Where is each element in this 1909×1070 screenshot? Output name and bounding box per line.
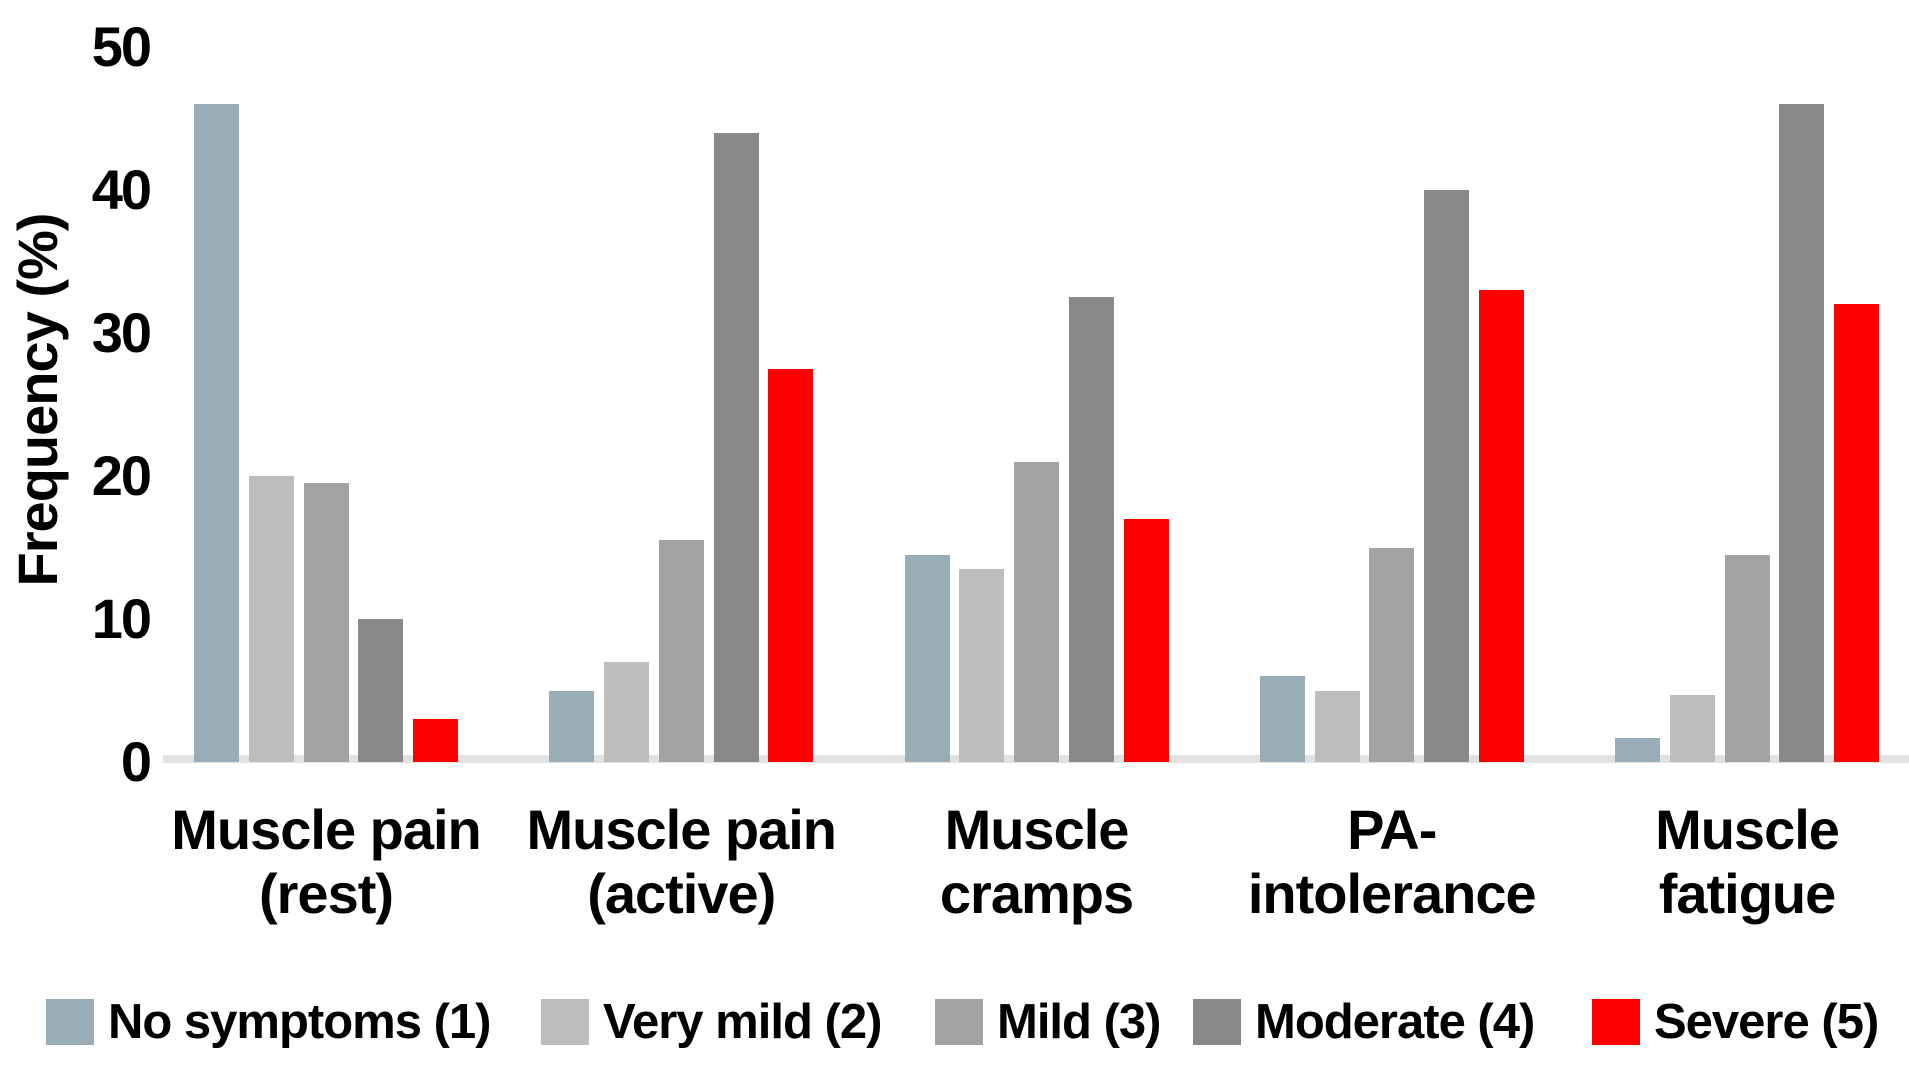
- category-label-pa-intolerance: PA- intolerance: [1247, 798, 1537, 925]
- legend-swatch-severe-5: [1592, 999, 1640, 1045]
- bar-very-mild-2-group3: [959, 568, 1005, 762]
- legend-item-moderate-4: Moderate (4): [1193, 993, 1535, 1051]
- y-tick-label-40: 40: [91, 158, 152, 221]
- bar-very-mild-2-group5: [1669, 694, 1715, 762]
- y-tick-label-10: 10: [91, 587, 152, 650]
- bar-mild-3-group3: [1014, 461, 1059, 762]
- legend-swatch-very-mild-2: [541, 999, 589, 1045]
- legend-item-severe-5: Severe (5): [1592, 993, 1879, 1051]
- category-label-muscle-pain-rest: Muscle pain (rest): [171, 798, 482, 925]
- bar-moderate-4-group3: [1068, 297, 1114, 762]
- legend-label-no-symptoms-1: No symptoms (1): [108, 995, 492, 1049]
- category-label-muscle-fatigue: Muscle fatigue: [1655, 798, 1840, 925]
- legend-label-mild-3: Mild (3): [997, 995, 1161, 1049]
- bar-mild-3-group2: [658, 540, 704, 762]
- legend-item-no-symptoms-1: No symptoms (1): [46, 993, 492, 1051]
- bar-moderate-4-group5: [1779, 104, 1825, 762]
- legend-label-very-mild-2: Very mild (2): [603, 995, 882, 1049]
- legend-item-very-mild-2: Very mild (2): [541, 993, 882, 1051]
- legend-swatch-no-symptoms-1: [46, 999, 94, 1045]
- legend-item-mild-3: Mild (3): [935, 993, 1161, 1051]
- bar-severe-5-group4: [1478, 290, 1524, 762]
- bar-mild-3-group5: [1724, 554, 1770, 762]
- bar-severe-5-group5: [1834, 304, 1879, 762]
- bar-very-mild-2-group1: [248, 476, 294, 762]
- bar-mild-3-group4: [1369, 547, 1415, 762]
- legend-label-severe-5: Severe (5): [1654, 995, 1879, 1049]
- y-tick-label-50: 50: [91, 15, 152, 78]
- category-label-muscle-pain-active: Muscle pain (active): [526, 798, 837, 925]
- bar-no-symptoms-1-group1: [194, 104, 239, 762]
- category-label-muscle-cramps: Muscle cramps: [939, 798, 1134, 925]
- legend-swatch-moderate-4: [1193, 999, 1241, 1045]
- bar-moderate-4-group1: [358, 619, 404, 762]
- legend-swatch-mild-3: [935, 999, 983, 1045]
- y-tick-label-20: 20: [91, 444, 152, 507]
- bar-moderate-4-group2: [713, 132, 759, 762]
- bar-severe-5-group1: [413, 719, 458, 762]
- bar-severe-5-group2: [768, 368, 814, 762]
- legend-label-moderate-4: Moderate (4): [1255, 995, 1535, 1049]
- bar-mild-3-group1: [303, 483, 349, 762]
- bar-very-mild-2-group4: [1314, 690, 1360, 762]
- bar-moderate-4-group4: [1424, 190, 1469, 762]
- bar-very-mild-2-group2: [604, 661, 649, 762]
- y-tick-label-30: 30: [91, 301, 152, 364]
- bar-no-symptoms-1-group5: [1615, 737, 1660, 762]
- bar-no-symptoms-1-group4: [1259, 676, 1305, 762]
- bar-no-symptoms-1-group2: [549, 690, 595, 762]
- bar-severe-5-group3: [1123, 518, 1169, 762]
- y-tick-label-0: 0: [120, 730, 152, 793]
- bar-no-symptoms-1-group3: [904, 554, 950, 762]
